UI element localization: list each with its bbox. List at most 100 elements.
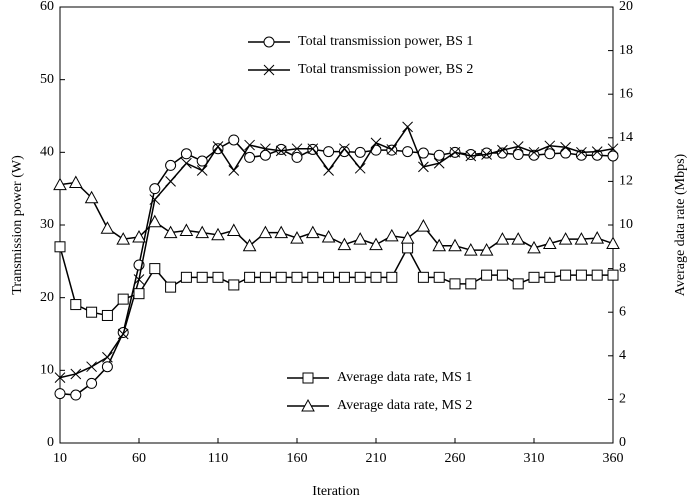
marker (163, 225, 178, 239)
marker (196, 271, 208, 283)
marker (101, 309, 113, 321)
y-tick-label: 50 (40, 72, 54, 87)
x-tick-label: 310 (524, 451, 545, 466)
x-tick-label: 60 (132, 451, 146, 466)
y2-tick-label: 20 (619, 0, 633, 14)
legend-marker (263, 36, 275, 48)
marker (417, 271, 429, 283)
marker (117, 328, 129, 340)
y2-tick-label: 8 (619, 261, 626, 276)
marker (244, 151, 256, 163)
y-tick-label: 0 (47, 435, 54, 450)
marker (133, 274, 145, 285)
marker (244, 271, 256, 283)
marker (147, 214, 162, 228)
y2-tick-label: 0 (619, 435, 626, 450)
marker (259, 149, 271, 161)
marker (528, 271, 540, 283)
marker (607, 150, 619, 162)
marker (54, 372, 66, 383)
marker (290, 231, 304, 244)
legend-label: Total transmission power, BS 2 (298, 62, 473, 77)
marker (607, 269, 619, 281)
legend-marker (301, 398, 315, 412)
marker (402, 242, 414, 254)
series-line (59, 125, 614, 379)
marker (353, 232, 368, 245)
marker (86, 377, 98, 389)
marker (70, 368, 82, 380)
x-tick-label: 10 (53, 451, 67, 466)
marker (560, 269, 572, 281)
marker (100, 221, 115, 234)
marker (180, 271, 192, 283)
marker (354, 162, 366, 174)
marker (323, 271, 335, 283)
x-tick-label: 160 (287, 451, 308, 466)
marker (291, 151, 303, 163)
marker (228, 165, 240, 176)
marker (165, 176, 176, 187)
marker (54, 388, 66, 400)
marker (497, 144, 508, 156)
marker (576, 146, 587, 158)
marker (54, 241, 66, 253)
marker (70, 389, 82, 401)
y2-tick-label: 16 (619, 86, 633, 101)
marker (481, 269, 493, 281)
marker (116, 232, 131, 245)
y2-tick-label: 2 (619, 392, 626, 407)
x-tick-label: 260 (445, 451, 466, 466)
x-tick-label: 110 (208, 451, 228, 466)
marker (307, 271, 319, 283)
marker (149, 263, 161, 275)
marker (274, 225, 289, 239)
marker (338, 146, 350, 158)
marker (117, 293, 129, 305)
marker (465, 150, 477, 162)
marker (228, 279, 240, 291)
marker (591, 146, 603, 157)
y-tick-label: 10 (40, 363, 54, 378)
marker (179, 223, 194, 236)
marker (70, 299, 82, 311)
marker (165, 281, 177, 293)
marker (432, 238, 447, 252)
y2-tick-label: 6 (619, 304, 626, 319)
marker (511, 232, 526, 245)
marker (242, 238, 257, 252)
y-axis-label: Transmission power (W) (10, 155, 25, 295)
marker (228, 134, 240, 146)
marker (433, 149, 445, 161)
marker (337, 237, 352, 251)
x-axis-label: Iteration (312, 484, 359, 499)
marker (512, 141, 524, 152)
marker (370, 271, 382, 283)
marker (370, 137, 382, 149)
marker (211, 227, 225, 241)
marker (560, 141, 571, 153)
y2-tick-label: 4 (619, 348, 626, 363)
marker (244, 139, 255, 151)
marker (68, 175, 83, 188)
y2-axis-label: Average data rate (Mbps) (673, 153, 688, 296)
marker (496, 269, 508, 281)
marker (259, 271, 271, 283)
marker (275, 271, 287, 283)
legend-label: Average data rate, MS 2 (337, 398, 472, 413)
marker (354, 146, 366, 158)
marker (574, 232, 589, 245)
marker (226, 223, 241, 236)
marker (416, 219, 431, 232)
legend-label: Average data rate, MS 1 (337, 370, 472, 385)
marker (354, 271, 366, 283)
marker (275, 145, 287, 157)
marker (165, 159, 177, 171)
marker (544, 271, 556, 283)
marker (402, 146, 414, 158)
y2-tick-label: 14 (619, 130, 633, 145)
marker (528, 146, 540, 158)
marker (544, 140, 556, 152)
marker (86, 361, 97, 373)
